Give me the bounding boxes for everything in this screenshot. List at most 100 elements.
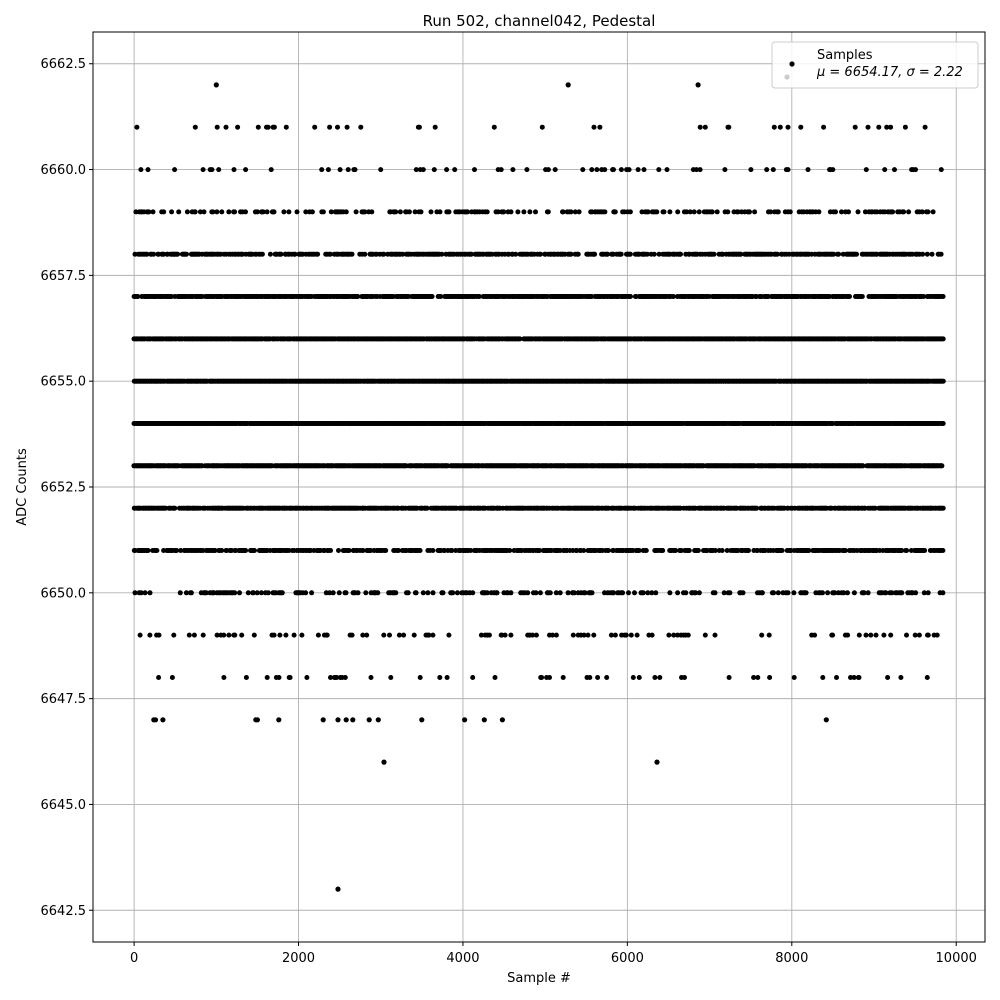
data-point	[925, 632, 931, 638]
data-point	[922, 548, 928, 553]
data-point	[557, 590, 563, 596]
data-point	[303, 590, 309, 596]
data-point	[156, 632, 162, 638]
data-point	[589, 590, 595, 596]
data-point	[883, 590, 889, 596]
data-point	[924, 675, 930, 680]
data-point	[383, 548, 389, 553]
data-point	[759, 632, 765, 638]
data-point	[848, 675, 853, 680]
data-point	[608, 632, 614, 638]
data-point	[444, 675, 450, 680]
data-point	[645, 590, 651, 596]
data-point	[553, 632, 559, 638]
data-point	[547, 590, 553, 596]
data-point	[396, 548, 401, 553]
data-point	[740, 590, 746, 596]
data-point	[671, 632, 677, 638]
data-point	[841, 590, 847, 596]
data-point	[258, 590, 264, 596]
data-point	[186, 632, 192, 638]
data-point	[940, 548, 946, 553]
data-point	[277, 632, 283, 638]
data-point	[137, 632, 143, 638]
data-point	[806, 548, 812, 553]
data-point	[604, 675, 610, 680]
data-point	[921, 590, 927, 596]
data-point	[254, 590, 260, 596]
data-point	[571, 590, 577, 596]
data-point	[425, 590, 431, 596]
data-point	[429, 294, 435, 299]
data-point	[291, 632, 297, 638]
data-point	[132, 590, 138, 596]
data-point	[626, 590, 631, 596]
data-point	[287, 675, 293, 680]
data-point	[888, 632, 894, 638]
data-point	[612, 632, 618, 638]
data-point	[632, 590, 637, 596]
data-point	[147, 590, 153, 596]
data-point	[695, 548, 701, 553]
data-point	[636, 675, 642, 680]
data-point	[450, 590, 456, 596]
data-point	[437, 675, 443, 680]
data-point	[533, 590, 539, 596]
data-point	[904, 548, 910, 553]
data-point	[675, 590, 681, 596]
data-point	[440, 590, 446, 596]
data-point	[686, 548, 692, 553]
data-point	[271, 632, 277, 638]
data-point	[360, 548, 366, 553]
data-point	[393, 590, 399, 596]
data-point	[746, 548, 751, 553]
data-point	[363, 590, 369, 596]
data-point	[252, 548, 257, 553]
data-point	[667, 590, 673, 596]
data-point	[449, 548, 455, 553]
data-point	[581, 548, 587, 553]
data-point	[420, 590, 426, 596]
data-point	[454, 590, 460, 596]
data-point	[328, 675, 333, 680]
data-point	[779, 548, 785, 553]
data-point	[899, 590, 905, 596]
data-point	[346, 548, 352, 553]
data-point	[368, 675, 374, 680]
data-point	[221, 675, 227, 680]
data-point	[525, 590, 531, 596]
data-point	[721, 590, 727, 596]
data-point	[767, 675, 773, 680]
data-point	[388, 675, 394, 680]
data-point	[712, 632, 718, 638]
data-point	[502, 632, 508, 638]
data-point	[649, 590, 655, 596]
data-point	[570, 632, 576, 638]
data-point	[430, 590, 436, 596]
data-point	[755, 675, 761, 680]
data-point	[328, 548, 333, 553]
data-point	[726, 675, 732, 680]
data-point	[630, 675, 636, 680]
data-point	[899, 548, 905, 553]
data-point	[873, 632, 879, 638]
data-point	[825, 590, 831, 596]
data-point	[243, 548, 249, 553]
data-point	[587, 675, 593, 680]
data-point	[375, 590, 381, 596]
data-point	[265, 590, 271, 596]
data-point	[820, 675, 826, 680]
data-point	[171, 632, 177, 638]
data-point	[898, 675, 904, 680]
data-point	[766, 632, 772, 638]
data-point	[653, 590, 659, 596]
data-point	[934, 632, 940, 638]
data-point	[861, 590, 867, 596]
data-point	[649, 632, 655, 638]
data-point	[550, 632, 556, 638]
data-point	[889, 590, 895, 596]
data-point	[863, 632, 869, 638]
data-point	[315, 632, 321, 638]
data-point	[881, 632, 887, 638]
data-point	[226, 632, 232, 638]
